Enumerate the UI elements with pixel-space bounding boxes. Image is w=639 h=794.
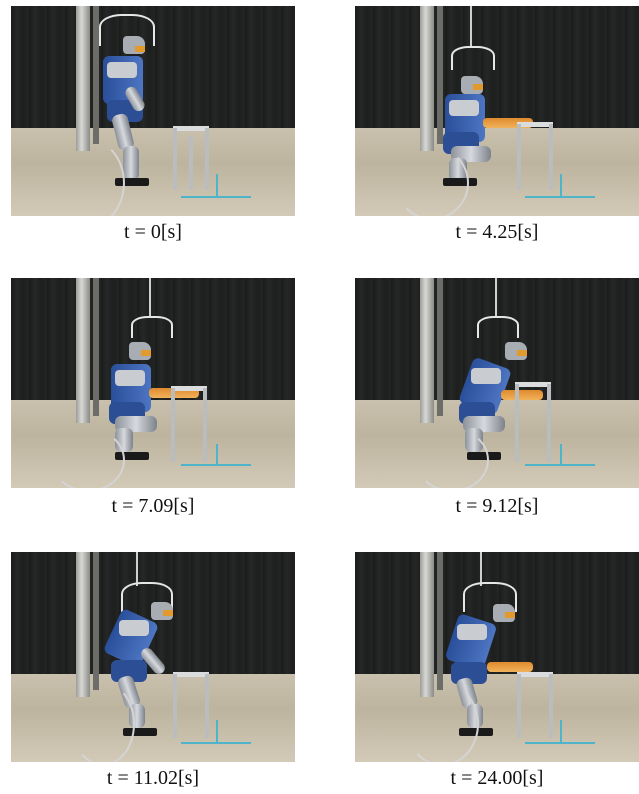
caption-5: t = 11.02[s] bbox=[106, 767, 200, 789]
photo-frame-6 bbox=[355, 552, 639, 762]
photo-frame-2 bbox=[355, 6, 639, 216]
photo-frame-3 bbox=[11, 278, 295, 488]
robot-photo-3 bbox=[11, 278, 295, 488]
caption-3: t = 7.09[s] bbox=[111, 495, 195, 517]
robot-photo-6 bbox=[355, 552, 639, 762]
robot-photo-4 bbox=[355, 278, 639, 488]
robot-photo-5 bbox=[11, 552, 295, 762]
caption-4: t = 9.12[s] bbox=[455, 495, 539, 517]
photo-frame-5 bbox=[11, 552, 295, 762]
photo-frame-1 bbox=[11, 6, 295, 216]
robot-photo-2 bbox=[355, 6, 639, 216]
caption-6: t = 24.00[s] bbox=[450, 767, 544, 789]
caption-1: t = 0[s] bbox=[124, 221, 182, 243]
robot-photo-1 bbox=[11, 6, 295, 216]
caption-2: t = 4.25[s] bbox=[455, 221, 539, 243]
photo-frame-4 bbox=[355, 278, 639, 488]
